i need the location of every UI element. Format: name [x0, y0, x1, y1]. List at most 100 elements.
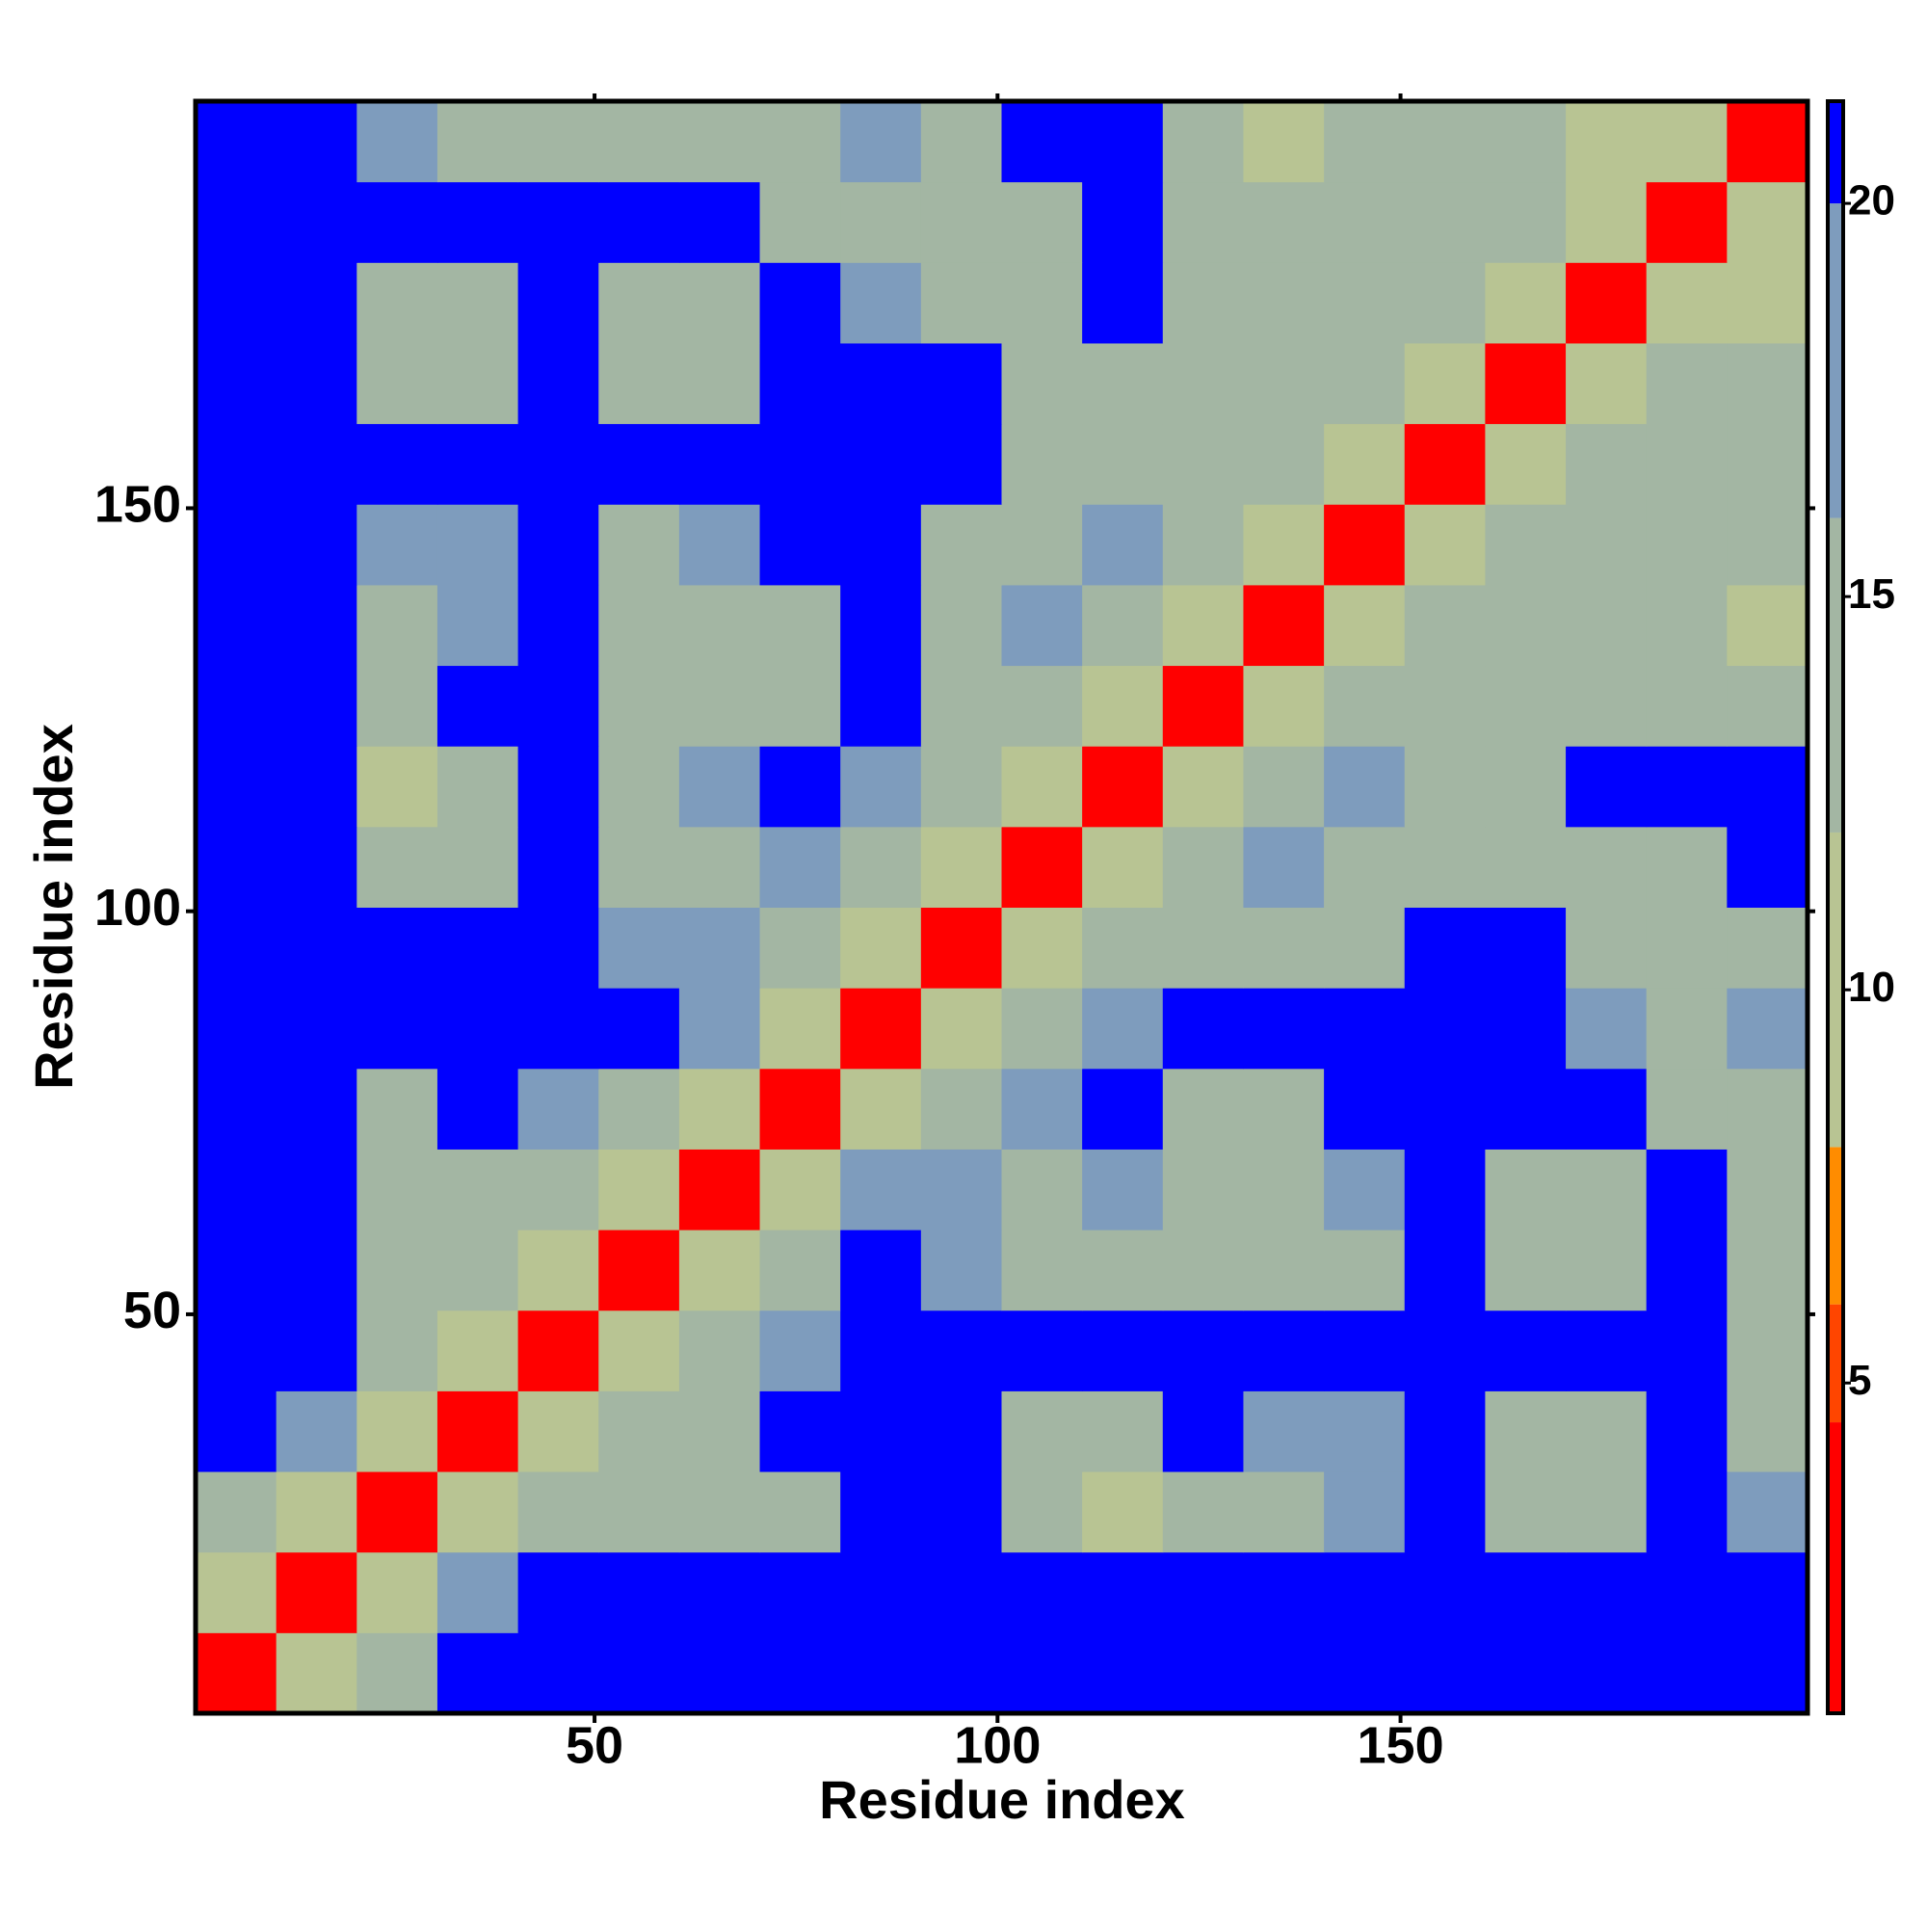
- heatmap-cell: [1324, 101, 1406, 183]
- heatmap-cell: [1646, 826, 1728, 908]
- heatmap-cell: [1727, 665, 1808, 747]
- heatmap-cell: [678, 1632, 761, 1714]
- heatmap-cell: [356, 262, 438, 344]
- heatmap-cell: [1001, 342, 1083, 425]
- heatmap-cell: [598, 262, 680, 344]
- heatmap-cell: [276, 1310, 357, 1391]
- heatmap-cell: [1001, 101, 1083, 183]
- heatmap-cell: [196, 1149, 277, 1231]
- heatmap-cell: [678, 1310, 761, 1391]
- heatmap-cell: [840, 1390, 922, 1472]
- heatmap-cell: [840, 1068, 922, 1150]
- heatmap-cell: [920, 1390, 1002, 1472]
- heatmap-cell: [1001, 665, 1083, 747]
- x-tick-label: 100: [954, 1716, 1041, 1774]
- heatmap-cell: [1324, 584, 1406, 667]
- heatmap-cell: [920, 504, 1002, 586]
- plot-frame: [193, 98, 1810, 1716]
- heatmap-cell: [517, 342, 599, 425]
- heatmap-cell: [759, 181, 841, 263]
- heatmap-cell: [678, 665, 761, 747]
- heatmap-cell: [1566, 423, 1648, 505]
- heatmap-cell: [1243, 1230, 1325, 1311]
- heatmap-cell: [436, 1471, 519, 1553]
- heatmap-cell: [1404, 181, 1486, 263]
- heatmap-cell: [1324, 1551, 1406, 1633]
- heatmap-cell: [1162, 1149, 1244, 1231]
- heatmap-cell: [1485, 1390, 1567, 1472]
- heatmap-cell: [356, 665, 438, 747]
- heatmap-cell: [920, 665, 1002, 747]
- heatmap-cell: [196, 988, 277, 1070]
- heatmap-cell: [1727, 826, 1808, 908]
- heatmap-cell: [678, 1230, 761, 1311]
- heatmap-cell: [1727, 988, 1808, 1070]
- heatmap-cell: [1001, 907, 1083, 989]
- heatmap-cell: [1162, 101, 1244, 183]
- heatmap-cell: [1485, 826, 1567, 908]
- heatmap-cell: [1082, 1551, 1164, 1633]
- heatmap-cell: [1162, 262, 1244, 344]
- heatmap-cell: [1324, 988, 1406, 1070]
- heatmap-cell: [1404, 504, 1486, 586]
- heatmap-cell: [1001, 826, 1083, 908]
- heatmap-cell: [678, 826, 761, 908]
- heatmap-cell: [920, 988, 1002, 1070]
- heatmap-cell: [1727, 1390, 1808, 1472]
- heatmap-cell: [276, 1632, 357, 1714]
- heatmap-cell: [1485, 665, 1567, 747]
- heatmap-cell: [678, 907, 761, 989]
- heatmap-cell: [1646, 1632, 1728, 1714]
- heatmap-cell: [517, 1551, 599, 1633]
- heatmap-cell: [920, 746, 1002, 828]
- heatmap-cell: [1001, 746, 1083, 828]
- heatmap-cell: [1485, 1632, 1567, 1714]
- heatmap-cell: [840, 584, 922, 667]
- heatmap-cell: [517, 1230, 599, 1311]
- heatmap-cell: [436, 1068, 519, 1150]
- heatmap-cell: [1566, 584, 1648, 667]
- heatmap-cell: [759, 262, 841, 344]
- heatmap-cell: [436, 1551, 519, 1633]
- heatmap-cell: [1485, 584, 1567, 667]
- heatmap-cell: [1727, 504, 1808, 586]
- heatmap-cell: [1162, 584, 1244, 667]
- heatmap-cell: [1082, 1632, 1164, 1714]
- heatmap-cell: [1324, 826, 1406, 908]
- heatmap-cell: [1243, 1632, 1325, 1714]
- heatmap-cell: [436, 181, 519, 263]
- heatmap-cell: [1082, 504, 1164, 586]
- heatmap-cell: [920, 101, 1002, 183]
- heatmap-cell: [1162, 1471, 1244, 1553]
- heatmap-cell: [840, 504, 922, 586]
- heatmap-cell: [1727, 181, 1808, 263]
- heatmap-cell: [196, 826, 277, 908]
- heatmap-cell: [598, 746, 680, 828]
- heatmap-cell: [840, 907, 922, 989]
- heatmap-cell: [1324, 423, 1406, 505]
- heatmap-cell: [276, 1551, 357, 1633]
- heatmap-cell: [1404, 1390, 1486, 1472]
- heatmap-cell: [356, 504, 438, 586]
- heatmap-cell: [920, 1632, 1002, 1714]
- heatmap-cell: [196, 101, 277, 183]
- heatmap-cell: [196, 262, 277, 344]
- heatmap-cell: [598, 1471, 680, 1553]
- heatmap-cell: [1727, 584, 1808, 667]
- heatmap-cell: [1162, 665, 1244, 747]
- heatmap-cell: [196, 746, 277, 828]
- heatmap-cell: [276, 1068, 357, 1150]
- heatmap-cell: [920, 342, 1002, 425]
- heatmap-cell: [356, 181, 438, 263]
- heatmap-cell: [1485, 1310, 1567, 1391]
- heatmap-cell: [356, 826, 438, 908]
- heatmap-cell: [1243, 907, 1325, 989]
- heatmap-cell: [356, 1551, 438, 1633]
- heatmap-cell: [840, 826, 922, 908]
- colorbar-tick-label: 5: [1848, 1357, 1871, 1404]
- colorbar-band: [1828, 832, 1843, 1148]
- heatmap-cell: [1646, 1068, 1728, 1150]
- heatmap-cell: [1566, 1632, 1648, 1714]
- colorbar-tick-label: 15: [1848, 570, 1895, 618]
- heatmap-cell: [1162, 826, 1244, 908]
